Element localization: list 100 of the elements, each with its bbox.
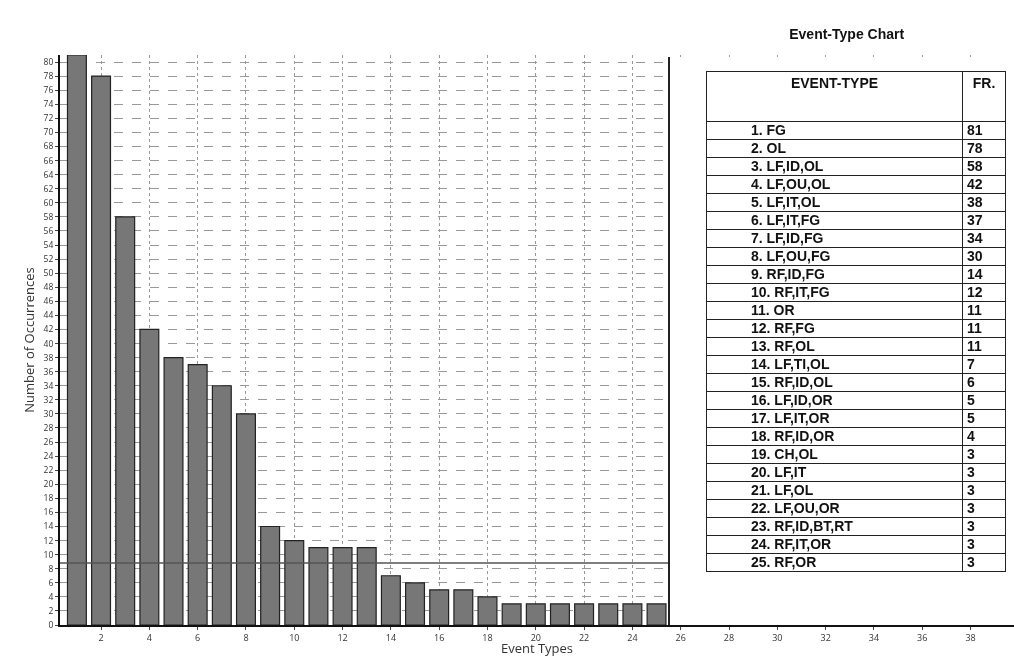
y-axis-title: Number of Occurrences — [20, 267, 39, 413]
annotation: 12 — [962, 283, 1006, 302]
bar — [211, 385, 232, 625]
x-tick-label: 6 — [195, 630, 201, 644]
annotation: 2. OL — [706, 139, 963, 158]
bar — [284, 539, 305, 625]
annotation: 4 — [962, 427, 1006, 446]
y-tick-label: 10 — [43, 548, 54, 560]
y-tick-label: 48 — [43, 281, 54, 293]
chart-title: Event-Type Chart — [789, 26, 905, 43]
annotation: 9. RF,ID,FG — [706, 265, 963, 284]
annotation: 22. LF,OU,OR — [706, 499, 963, 518]
bar — [549, 603, 570, 625]
annotation: 3. LF,ID,OL — [706, 157, 963, 176]
annotation: EVENT-TYPE — [706, 71, 963, 122]
y-tick-label: 44 — [43, 309, 54, 321]
bar — [91, 75, 112, 625]
annotation: 5 — [962, 409, 1006, 428]
annotation: 3 — [962, 481, 1006, 500]
bar — [429, 589, 450, 625]
y-tick-label: 42 — [43, 323, 54, 335]
y-tick-label: 8 — [48, 562, 54, 574]
x-tick-label: 24 — [627, 630, 638, 644]
y-tick-label: 16 — [43, 506, 54, 518]
annotation: 3 — [962, 499, 1006, 518]
bar — [332, 546, 353, 625]
y-tick-label: 76 — [43, 84, 54, 96]
y-tick-label: 64 — [43, 168, 54, 180]
y-tick-label: 18 — [43, 492, 54, 504]
y-tick-label: 36 — [43, 365, 54, 377]
bar — [405, 582, 426, 625]
y-tick-label: 80 — [43, 56, 54, 68]
annotation: 23. RF,ID,BT,RT — [706, 517, 963, 536]
y-tick-label: 24 — [43, 450, 54, 462]
annotation: 16. LF,ID,OR — [706, 391, 963, 410]
annotation: 15. RF,ID,OL — [706, 373, 963, 392]
y-tick-label: 56 — [43, 224, 54, 236]
y-tick-label: 20 — [43, 478, 54, 490]
y-tick-label: 78 — [43, 70, 54, 82]
annotation: 7 — [962, 355, 1006, 374]
annotation: 3 — [962, 463, 1006, 482]
annotation: 81 — [962, 121, 1006, 140]
y-tick-label: 62 — [43, 182, 54, 194]
y-tick-label: 32 — [43, 393, 54, 405]
annotation: FR. — [962, 71, 1006, 122]
y-tick-label: 60 — [43, 196, 54, 208]
x-tick-label: 12 — [337, 630, 348, 644]
annotation: 3 — [962, 553, 1006, 572]
bar — [66, 55, 87, 625]
annotation: 18. RF,ID,OR — [706, 427, 963, 446]
x-tick-label: 22 — [578, 630, 590, 644]
bar — [598, 603, 619, 625]
annotation: 7. LF,ID,FG — [706, 229, 963, 248]
annotation: 42 — [962, 175, 1006, 194]
y-tick-label: 52 — [43, 253, 54, 265]
annotation: 6 — [962, 373, 1006, 392]
annotation: 21. LF,OL — [706, 481, 963, 500]
annotation: 38 — [962, 193, 1006, 212]
annotation: 11 — [962, 319, 1006, 338]
x-tick-label: 36 — [917, 630, 928, 644]
annotation: 58 — [962, 157, 1006, 176]
x-tick-label: 34 — [868, 630, 880, 644]
x-tick-label: 32 — [820, 630, 831, 644]
bar — [235, 413, 256, 625]
x-tick-label: 10 — [289, 630, 300, 644]
bar — [501, 603, 522, 625]
annotation: 17. LF,IT,OR — [706, 409, 963, 428]
annotation: 11 — [962, 337, 1006, 356]
y-tick-label: 34 — [43, 379, 54, 391]
annotation: 1. FG — [706, 121, 963, 140]
y-tick-label: 30 — [43, 407, 54, 419]
annotation: 4. LF,OU,OL — [706, 175, 963, 194]
y-tick-label: 4 — [48, 590, 54, 602]
annotation: 20. LF,IT — [706, 463, 963, 482]
annotation: 11. OR — [706, 301, 963, 320]
x-tick-label: 30 — [772, 630, 783, 644]
x-tick-label: 26 — [675, 630, 686, 644]
annotation: 5 — [962, 391, 1006, 410]
y-tick-label: 66 — [43, 154, 54, 166]
annotation: 3 — [962, 445, 1006, 464]
y-tick-label: 2 — [48, 604, 54, 616]
y-tick-label: 54 — [43, 238, 54, 250]
y-tick-label: 70 — [43, 126, 54, 138]
bar — [139, 328, 160, 625]
y-tick-label: 0 — [48, 618, 54, 630]
y-tick-label: 74 — [43, 98, 54, 110]
x-tick-label: 18 — [482, 630, 493, 644]
annotation: 5. LF,IT,OL — [706, 193, 963, 212]
bar — [115, 216, 136, 625]
bar — [308, 546, 329, 625]
bar — [380, 575, 401, 625]
bar — [356, 546, 377, 625]
bar — [163, 356, 184, 625]
y-tick-label: 38 — [43, 351, 54, 363]
y-tick-label: 40 — [43, 337, 54, 349]
y-tick-label: 26 — [43, 436, 54, 448]
annotation: 14 — [962, 265, 1006, 284]
y-tick-label: 68 — [43, 140, 54, 152]
annotation: 19. CH,OL — [706, 445, 963, 464]
annotation: 37 — [962, 211, 1006, 230]
